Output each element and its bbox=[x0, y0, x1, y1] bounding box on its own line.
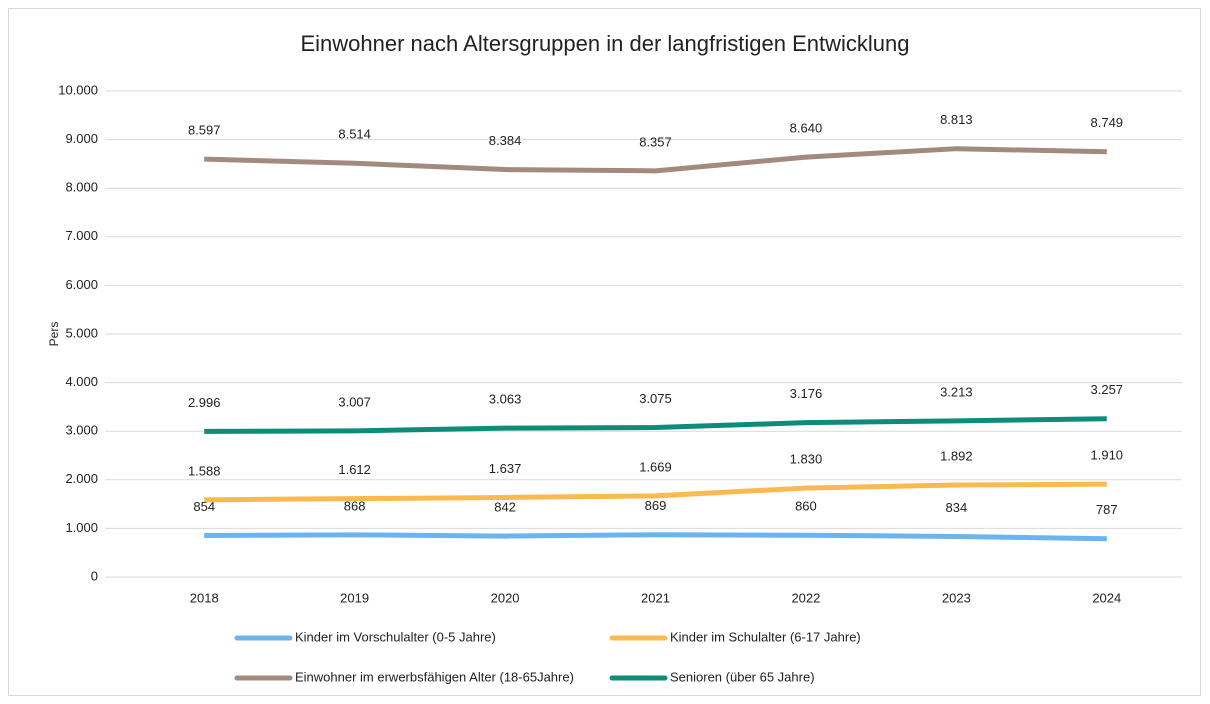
x-tick-label: 2020 bbox=[491, 590, 520, 605]
series-line bbox=[204, 481, 1107, 503]
legend-label: Einwohner im erwerbsfähigen Alter (18-65… bbox=[295, 669, 574, 684]
data-label: 3.063 bbox=[489, 392, 522, 407]
y-tick-label: 8.000 bbox=[65, 180, 98, 195]
data-label: 8.597 bbox=[188, 123, 221, 138]
data-label: 854 bbox=[193, 499, 215, 514]
y-tick-label: 0 bbox=[91, 568, 98, 583]
series-line bbox=[204, 532, 1107, 542]
data-label: 869 bbox=[645, 498, 667, 513]
data-label: 1.910 bbox=[1091, 448, 1124, 463]
y-tick-label: 9.000 bbox=[65, 131, 98, 146]
data-label: 1.892 bbox=[940, 448, 973, 463]
x-tick-label: 2021 bbox=[641, 590, 670, 605]
legend-label: Kinder im Vorschulalter (0-5 Jahre) bbox=[295, 629, 496, 644]
data-label: 860 bbox=[795, 499, 817, 514]
y-tick-label: 2.000 bbox=[65, 471, 98, 486]
y-tick-label: 1.000 bbox=[65, 520, 98, 535]
data-label: 8.749 bbox=[1091, 115, 1124, 130]
data-label: 8.640 bbox=[790, 121, 823, 136]
data-label: 1.830 bbox=[790, 451, 823, 466]
chart-title: Einwohner nach Altersgruppen in der lang… bbox=[300, 31, 909, 56]
x-tick-label: 2019 bbox=[340, 590, 369, 605]
series-line bbox=[204, 146, 1107, 174]
data-label: 8.357 bbox=[639, 134, 672, 149]
y-tick-label: 3.000 bbox=[65, 423, 98, 438]
data-label: 787 bbox=[1096, 502, 1118, 517]
x-tick-label: 2022 bbox=[791, 590, 820, 605]
y-tick-label: 10.000 bbox=[58, 82, 98, 97]
y-tick-label: 5.000 bbox=[65, 325, 98, 340]
data-label: 3.007 bbox=[338, 394, 371, 409]
y-tick-label: 4.000 bbox=[65, 374, 98, 389]
x-tick-label: 2023 bbox=[942, 590, 971, 605]
data-label: 1.669 bbox=[639, 459, 672, 474]
data-label: 868 bbox=[344, 498, 366, 513]
data-label: 834 bbox=[946, 500, 968, 515]
data-label: 1.588 bbox=[188, 463, 221, 478]
data-label: 842 bbox=[494, 500, 516, 515]
data-label: 1.612 bbox=[338, 462, 371, 477]
data-label: 3.257 bbox=[1091, 382, 1124, 397]
y-axis-label: Pers bbox=[47, 322, 61, 347]
y-tick-label: 6.000 bbox=[65, 277, 98, 292]
data-label: 8.384 bbox=[489, 133, 522, 148]
legend-label: Kinder im Schulalter (6-17 Jahre) bbox=[670, 629, 861, 644]
data-label: 8.514 bbox=[338, 127, 371, 142]
chart-border bbox=[8, 8, 1201, 696]
x-tick-label: 2018 bbox=[190, 590, 219, 605]
data-label: 8.813 bbox=[940, 112, 973, 127]
legend-label: Senioren (über 65 Jahre) bbox=[670, 669, 815, 684]
data-label: 1.637 bbox=[489, 461, 522, 476]
data-label: 3.213 bbox=[940, 384, 973, 399]
x-tick-label: 2024 bbox=[1092, 590, 1121, 605]
data-label: 3.075 bbox=[639, 391, 672, 406]
data-label: 2.996 bbox=[188, 395, 221, 410]
data-label: 3.176 bbox=[790, 386, 823, 401]
series-line bbox=[204, 416, 1107, 434]
y-tick-label: 7.000 bbox=[65, 228, 98, 243]
